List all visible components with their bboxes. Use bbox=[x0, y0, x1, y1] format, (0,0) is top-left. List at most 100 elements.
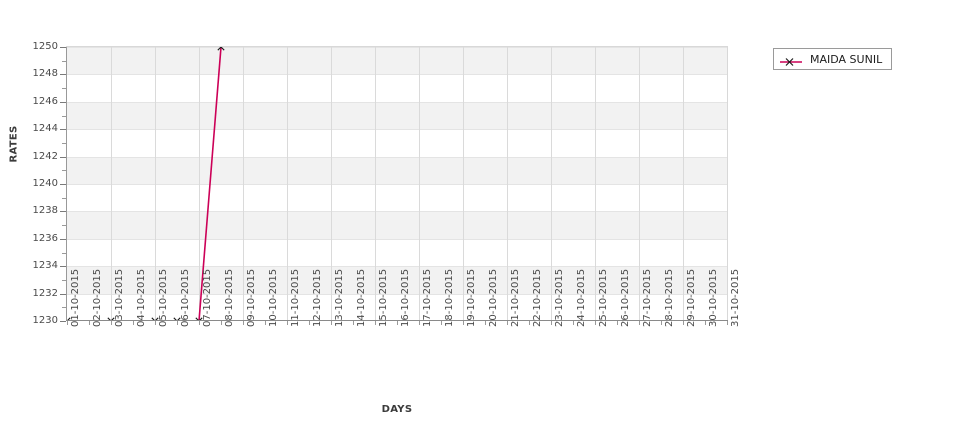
horizontal-gridline bbox=[67, 47, 727, 48]
x-axis-tick-label: 01-10-2015 bbox=[70, 268, 81, 327]
x-axis-tick-label: 22-10-2015 bbox=[532, 268, 543, 327]
legend-item-label: MAIDA SUNIL bbox=[810, 52, 883, 66]
x-axis-tick-label: 13-10-2015 bbox=[334, 268, 345, 327]
x-axis-tick bbox=[243, 321, 244, 325]
x-axis-tick bbox=[133, 321, 134, 325]
y-axis-tick bbox=[60, 47, 66, 48]
plot-border-top bbox=[66, 46, 728, 47]
y-axis-tick bbox=[60, 74, 66, 75]
x-axis-tick bbox=[111, 321, 112, 325]
x-axis-tick-label: 28-10-2015 bbox=[664, 268, 675, 327]
y-axis-tick-label: 1236 bbox=[32, 233, 58, 244]
vertical-gridline bbox=[199, 47, 200, 321]
x-axis-tick-label: 10-10-2015 bbox=[268, 268, 279, 327]
y-axis-tick bbox=[60, 157, 66, 158]
x-axis-tick-label: 17-10-2015 bbox=[422, 268, 433, 327]
y-axis-tick bbox=[60, 184, 66, 185]
y-axis-tick bbox=[60, 321, 66, 322]
x-axis-tick bbox=[551, 321, 552, 325]
y-axis-tick-label: 1230 bbox=[32, 315, 58, 326]
x-axis-tick bbox=[265, 321, 266, 325]
x-axis-tick bbox=[705, 321, 706, 325]
x-axis-tick bbox=[573, 321, 574, 325]
vertical-gridline bbox=[683, 47, 684, 321]
horizontal-gridline bbox=[67, 239, 727, 240]
legend-marker-icon bbox=[780, 53, 802, 66]
x-axis-tick-label: 25-10-2015 bbox=[598, 268, 609, 327]
x-axis-tick bbox=[727, 321, 728, 325]
y-axis-tick bbox=[60, 239, 66, 240]
x-axis-tick bbox=[89, 321, 90, 325]
y-axis-tick-label: 1232 bbox=[32, 288, 58, 299]
plot-band bbox=[67, 156, 727, 184]
x-axis-tick bbox=[199, 321, 200, 325]
x-axis-tick bbox=[463, 321, 464, 325]
x-axis-tick-label: 31-10-2015 bbox=[730, 268, 741, 327]
plot-band bbox=[67, 101, 727, 130]
x-axis-tick bbox=[419, 321, 420, 325]
x-axis-tick-label: 07-10-2015 bbox=[202, 268, 213, 327]
y-axis-minor-tick bbox=[62, 198, 66, 199]
horizontal-gridline bbox=[67, 102, 727, 103]
x-axis-tick-label: 04-10-2015 bbox=[136, 268, 147, 327]
plot-band bbox=[67, 211, 727, 239]
y-axis-minor-tick bbox=[62, 253, 66, 254]
y-axis-tick bbox=[60, 294, 66, 295]
y-axis-tick bbox=[60, 211, 66, 212]
vertical-gridline bbox=[375, 47, 376, 321]
y-axis-tick-label: 1246 bbox=[32, 96, 58, 107]
vertical-gridline bbox=[243, 47, 244, 321]
x-axis-tick bbox=[595, 321, 596, 325]
x-axis-tick bbox=[331, 321, 332, 325]
x-axis-tick-label: 18-10-2015 bbox=[444, 268, 455, 327]
x-axis-tick bbox=[221, 321, 222, 325]
y-axis-tick bbox=[60, 129, 66, 130]
plot-border-right bbox=[727, 47, 728, 321]
x-axis-line bbox=[66, 320, 728, 321]
x-axis-tick-label: 11-10-2015 bbox=[290, 268, 301, 327]
y-axis-tick-label: 1238 bbox=[32, 205, 58, 216]
y-axis-title: RATES bbox=[8, 125, 20, 163]
chart-legend[interactable]: MAIDA SUNIL bbox=[773, 48, 893, 70]
vertical-gridline bbox=[419, 47, 420, 321]
x-axis-tick bbox=[529, 321, 530, 325]
x-axis-tick-label: 21-10-2015 bbox=[510, 268, 521, 327]
x-axis-tick-label: 09-10-2015 bbox=[246, 268, 257, 327]
x-axis-tick-label: 26-10-2015 bbox=[620, 268, 631, 327]
x-axis-tick bbox=[375, 321, 376, 325]
x-axis-tick-label: 30-10-2015 bbox=[708, 268, 719, 327]
y-axis-minor-tick bbox=[62, 61, 66, 62]
x-axis-tick-label: 08-10-2015 bbox=[224, 268, 235, 327]
vertical-gridline bbox=[595, 47, 596, 321]
x-axis-tick bbox=[639, 321, 640, 325]
y-axis-minor-tick bbox=[62, 143, 66, 144]
x-axis-tick bbox=[155, 321, 156, 325]
x-axis-tick bbox=[397, 321, 398, 325]
y-axis-minor-tick bbox=[62, 280, 66, 281]
x-axis-tick bbox=[309, 321, 310, 325]
x-axis-tick-label: 29-10-2015 bbox=[686, 268, 697, 327]
y-axis-tick-label: 1248 bbox=[32, 68, 58, 79]
x-axis-tick-label: 24-10-2015 bbox=[576, 268, 587, 327]
vertical-gridline bbox=[551, 47, 552, 321]
vertical-gridline bbox=[287, 47, 288, 321]
vertical-gridline bbox=[507, 47, 508, 321]
vertical-gridline bbox=[463, 47, 464, 321]
x-axis-tick bbox=[485, 321, 486, 325]
vertical-gridline bbox=[111, 47, 112, 321]
y-axis-tick-label: 1242 bbox=[32, 151, 58, 162]
x-axis-tick bbox=[683, 321, 684, 325]
vertical-gridline bbox=[331, 47, 332, 321]
y-axis-line bbox=[66, 47, 67, 321]
x-axis-tick-label: 15-10-2015 bbox=[378, 268, 389, 327]
horizontal-gridline bbox=[67, 184, 727, 185]
x-axis-tick-label: 05-10-2015 bbox=[158, 268, 169, 327]
x-axis-tick bbox=[67, 321, 68, 325]
x-axis-tick bbox=[661, 321, 662, 325]
x-axis-tick-label: 06-10-2015 bbox=[180, 268, 191, 327]
horizontal-gridline bbox=[67, 129, 727, 130]
x-axis-tick-label: 27-10-2015 bbox=[642, 268, 653, 327]
x-axis-title: DAYS bbox=[381, 404, 413, 415]
x-axis-tick bbox=[287, 321, 288, 325]
